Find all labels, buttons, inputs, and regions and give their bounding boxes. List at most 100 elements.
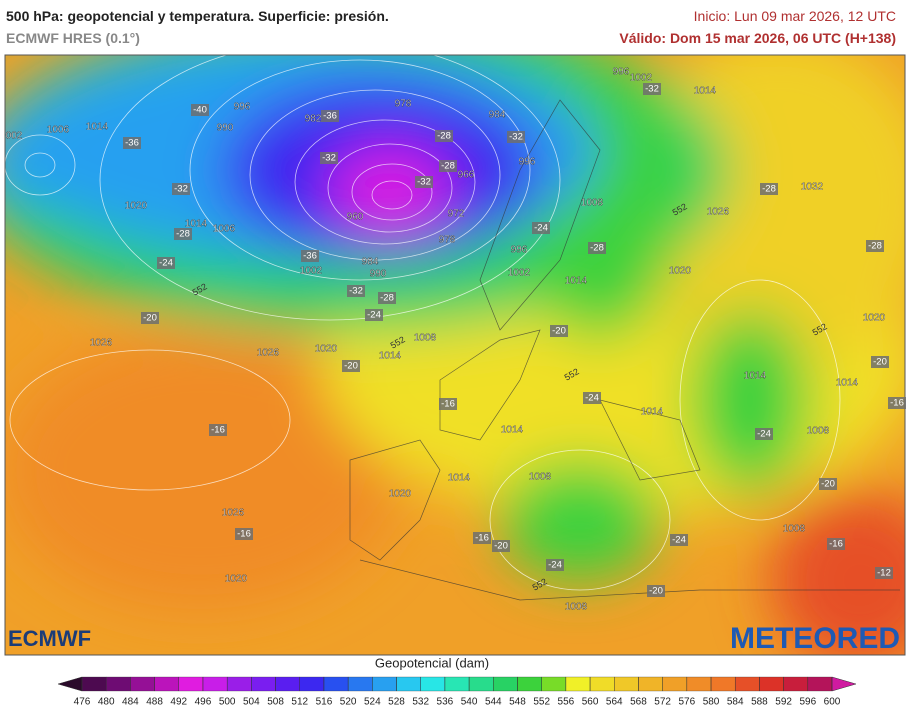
colorbar-swatch [686,676,712,692]
temperature-box [342,360,360,372]
temperature-box [378,292,396,304]
colorbar-tick-label: 484 [122,697,139,708]
isobar-label: 1020 [669,266,692,277]
colorbar-swatch [178,676,204,692]
isobar-label: 1002 [508,268,531,279]
colorbar-tick-label: 548 [509,697,526,708]
isobar-label: 966 [458,170,475,181]
temperature-box [321,110,339,122]
temperature-label: -36 [125,138,139,149]
colorbar-tick-label: 568 [630,697,647,708]
temperature-label: -24 [672,535,686,546]
temperature-box [492,540,510,552]
colorbar-tick-label: 532 [412,697,429,708]
temperature-label: -32 [349,286,363,297]
isobar-label: 1014 [185,219,208,230]
temperature-box [209,424,227,436]
isobar-label: 1020 [863,313,886,324]
colorbar-swatch [275,676,300,692]
isobar-label: 996 [613,67,630,78]
colorbar-tick-label: 492 [170,697,187,708]
logo-meteored: METEORED [730,622,900,655]
isobar-label: 1026 [707,207,730,218]
temperature-box [435,130,453,142]
colorbar-swatch [347,676,373,692]
temperature-box [755,428,773,440]
temperature-box [347,285,365,297]
colorbar-swatch [783,676,808,692]
temperature-label: -32 [645,84,659,95]
isobar-label: 1014 [379,351,402,362]
temperature-label: -16 [211,425,225,436]
temperature-label: -20 [821,479,835,490]
colorbar-swatch [589,676,615,692]
logo-ecmwf: ECMWF [8,626,91,651]
isobar-label: 1006 [47,125,70,136]
isobar-label: 1026 [90,338,113,349]
colorbar-tick-label: 524 [364,697,381,708]
temperature-label: -32 [322,153,336,164]
temperature-box [827,538,845,550]
isobar-label: 996 [234,102,251,113]
isobar-label: 1008 [565,602,588,613]
isobar-label: 990 [217,123,234,134]
isobar-label: 960 [347,212,364,223]
map-field [5,55,905,655]
colorbar-tick-label: 480 [98,697,115,708]
isobar-label: 1008 [414,333,437,344]
colorbar-swatch [251,676,276,692]
temperature-label: -20 [143,313,157,324]
colorbar-swatch [444,676,470,692]
temperature-label: -24 [534,223,548,234]
colorbar-tick-label: 564 [606,697,623,708]
temperature-box [174,228,192,240]
temperature-box [819,478,837,490]
temperature-box [301,250,319,262]
isobar-label: 1008 [581,198,604,209]
isobar-label: 978 [439,235,456,246]
colorbar-tick-label: 592 [775,697,792,708]
temperature-label: -28 [380,293,394,304]
temperature-box [415,176,433,188]
temperature-label: -32 [174,184,188,195]
colorbar-tick-label: 556 [558,697,575,708]
temperature-label: -20 [552,326,566,337]
temperature-label: -16 [441,399,455,410]
colorbar-swatch [81,676,107,692]
colorbar-swatch [154,676,179,692]
temperature-label: -16 [829,539,843,550]
isobar-label: 1032 [801,182,824,193]
colorbar-swatch [493,676,518,692]
isobar-label: 984 [362,257,379,268]
temperature-label: -16 [237,529,251,540]
colorbar-tick-label: 540 [461,697,478,708]
temperature-box [546,559,564,571]
temperature-label: -24 [367,310,381,321]
temperature-box [320,152,338,164]
colorbar-tick-label: 536 [437,697,454,708]
colorbar-label: Geopotencial (dam) [375,655,489,670]
isobar-label: 1014 [836,378,859,389]
temperature-box [365,309,383,321]
temperature-label: -12 [877,568,891,579]
colorbar-tick-label: 576 [678,697,695,708]
isobar-label: 1006 [213,224,236,235]
colorbar-tick-label: 528 [388,697,405,708]
temperature-label: -36 [323,111,337,122]
colorbar-swatch [807,676,833,692]
temperature-box [643,83,661,95]
temperature-label: -24 [585,393,599,404]
temperature-box [647,585,665,597]
isobar-label: 1020 [125,201,148,212]
colorbar-swatch [759,676,784,692]
temperature-label: -20 [494,541,508,552]
colorbar-swatch [614,676,639,692]
temperature-label: -20 [649,586,663,597]
temperature-box [550,325,568,337]
valid-time: Válido: Dom 15 mar 2026, 06 UTC (H+138) [619,30,896,46]
temperature-box [507,131,525,143]
temperature-label: -16 [890,398,904,409]
temperature-label: -24 [548,560,562,571]
title: 500 hPa: geopotencial y temperatura. Sup… [6,8,389,24]
